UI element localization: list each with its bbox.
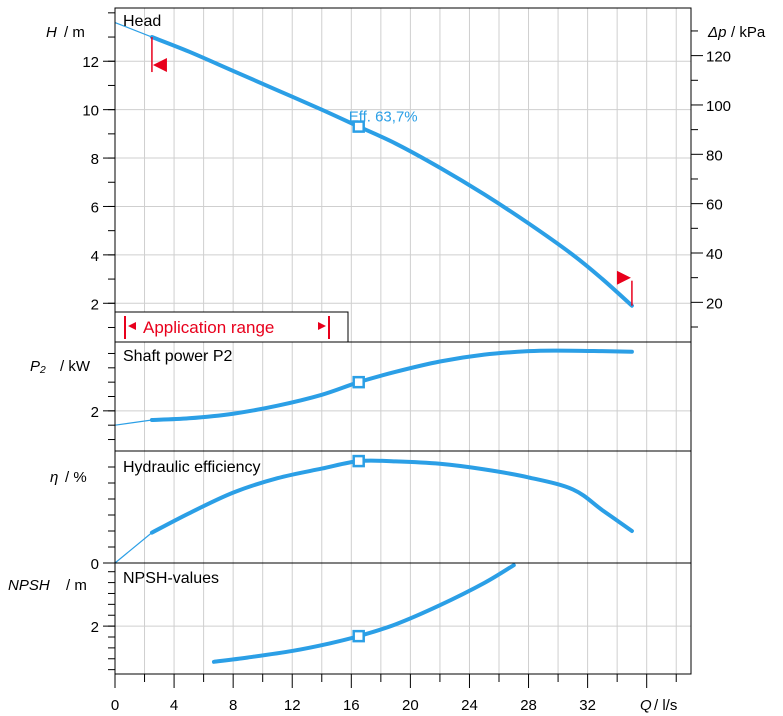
y-tick-label: 2 bbox=[91, 619, 99, 636]
performance-curve bbox=[149, 458, 634, 535]
y-tick-label: 2 bbox=[91, 296, 99, 313]
curve-extension bbox=[114, 419, 153, 426]
application-range-box bbox=[114, 311, 349, 343]
secondary-tick-label: 60 bbox=[706, 197, 723, 214]
x-tick-label: 20 bbox=[402, 697, 419, 714]
x-axis-symbol: Q bbox=[640, 697, 652, 714]
x-tick-label: 24 bbox=[461, 697, 478, 714]
head-axis-unit: / m bbox=[64, 24, 85, 41]
operating-point-efficiency-label: Eff. 63,7% bbox=[349, 109, 418, 126]
secondary-tick-label: 80 bbox=[706, 147, 723, 164]
npsh-axis-symbol: NPSH bbox=[8, 577, 50, 594]
curves bbox=[114, 21, 634, 664]
npsh-panel-title: NPSH-values bbox=[123, 570, 219, 587]
secondary-tick-label: 120 bbox=[706, 49, 731, 66]
head-panel-title: Head bbox=[123, 13, 161, 30]
pressure-axis-unit: / kPa bbox=[731, 24, 766, 41]
application-range-legend: Application range bbox=[114, 311, 349, 343]
y-tick-label: 0 bbox=[91, 556, 99, 573]
y-tick-label: 6 bbox=[91, 199, 99, 216]
npsh-axis-unit: / m bbox=[66, 577, 87, 594]
application-range-label: Application range bbox=[143, 318, 274, 337]
performance-curve bbox=[149, 348, 634, 423]
secondary-tick-label: 100 bbox=[706, 98, 731, 115]
curve-extension bbox=[114, 532, 153, 564]
range-start-arrow bbox=[152, 58, 167, 73]
range-markers bbox=[151, 37, 633, 306]
application-range-right-arrow bbox=[318, 322, 326, 330]
x-tick-label: 0 bbox=[111, 697, 119, 714]
secondary-tick-label: 40 bbox=[706, 246, 723, 263]
x-tick-label: 4 bbox=[170, 697, 178, 714]
performance-curve bbox=[211, 563, 516, 664]
power-axis-unit: / kW bbox=[60, 358, 91, 375]
range-end-arrow bbox=[616, 270, 631, 285]
x-tick-label: 16 bbox=[343, 697, 360, 714]
application-range-left-arrow bbox=[128, 322, 136, 330]
x-tick-label: 28 bbox=[520, 697, 537, 714]
operating-point-marker bbox=[352, 454, 365, 468]
operating-point-marker bbox=[352, 375, 365, 389]
efficiency-panel-title: Hydraulic efficiency bbox=[123, 459, 261, 476]
x-tick-label: 12 bbox=[284, 697, 301, 714]
head-axis-symbol: H bbox=[46, 24, 57, 41]
efficiency-axis-symbol: η bbox=[50, 469, 58, 486]
operating-point-marker bbox=[352, 120, 365, 133]
panel-frame bbox=[114, 562, 692, 675]
efficiency-axis-unit: / % bbox=[65, 469, 87, 486]
power-axis-symbol: P₂ bbox=[30, 358, 46, 375]
curve-extension bbox=[114, 21, 153, 38]
y-tick-label: 10 bbox=[82, 103, 99, 120]
pressure-axis-symbol: Δp bbox=[707, 24, 726, 41]
performance-curve bbox=[149, 35, 634, 308]
x-tick-label: 32 bbox=[579, 697, 596, 714]
y-tick-label: 8 bbox=[91, 151, 99, 168]
operating-point-marker bbox=[352, 629, 365, 643]
y-tick-label: 12 bbox=[82, 54, 99, 71]
x-axis-unit: / l/s bbox=[654, 697, 677, 714]
x-tick-label: 8 bbox=[229, 697, 237, 714]
secondary-tick-label: 20 bbox=[706, 295, 723, 312]
power-panel-title: Shaft power P2 bbox=[123, 348, 233, 365]
y-tick-label: 2 bbox=[91, 404, 99, 421]
y-tick-label: 4 bbox=[91, 248, 99, 265]
